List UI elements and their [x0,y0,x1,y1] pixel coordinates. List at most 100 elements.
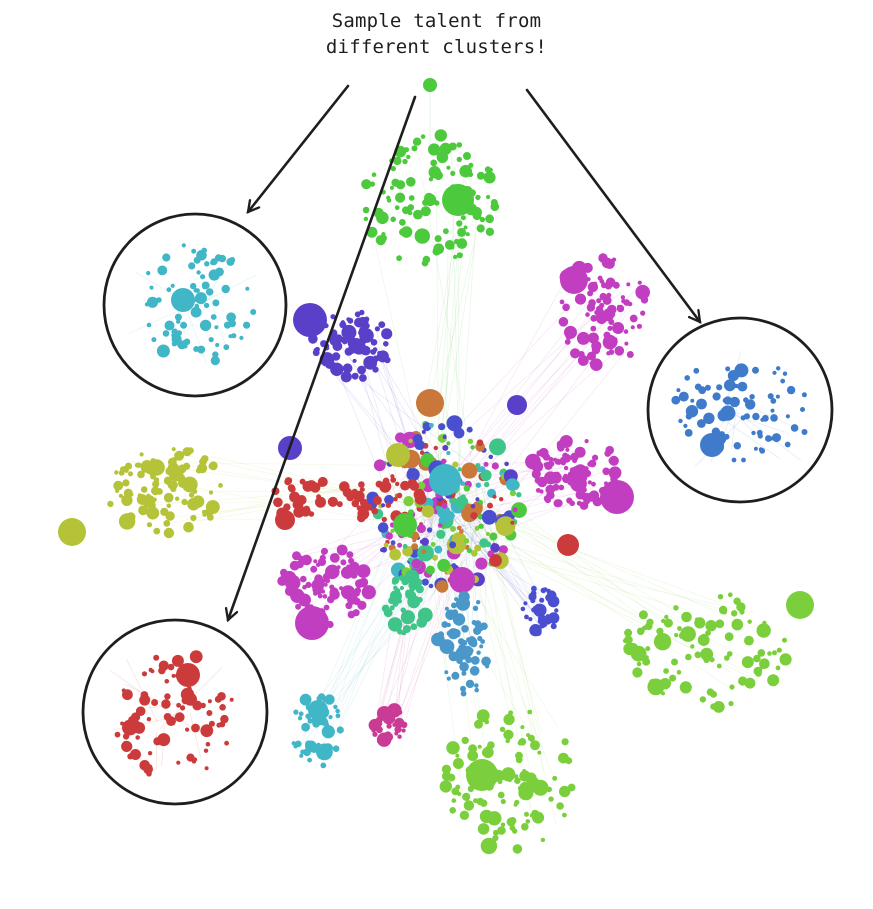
edge [336,467,420,705]
edge [421,177,481,510]
teal-cluster-node [389,605,395,611]
olive-cluster-node [174,450,185,461]
lime-right-cluster-node [677,626,682,631]
edge [413,344,624,531]
core-cluster-node [360,501,369,510]
magenta-right-cluster-node [529,454,537,463]
purple-cluster-node [331,352,341,361]
lime-right-cluster-node [703,656,710,663]
green-top-cluster-node [450,245,455,250]
green-bottom-cluster-node [455,784,461,790]
pink-bottom-cluster-node [372,731,378,737]
core-cluster-node [463,485,470,492]
core-cluster-node [438,423,446,431]
core-cluster-node [470,504,476,509]
edge [431,521,739,615]
arrow-to-cyan-callout [248,84,350,212]
callout-cyan-node [212,299,220,307]
green-bottom-cluster-node [509,718,514,723]
callout-cyan-node [197,345,206,354]
magenta-top-cluster-node [623,329,629,334]
core-cluster-node [490,543,500,553]
callout-blue-node [731,457,737,463]
pink-bottom-cluster-node [382,711,396,725]
magenta-top-cluster-node [640,296,649,304]
callout-red-node [171,673,176,678]
edge [445,313,613,521]
callout-blue-node [765,435,772,442]
core-cluster-node [499,497,504,502]
olive-cluster-node [113,480,124,491]
green-top-cluster-node [446,165,451,170]
teal-cluster-node [401,630,407,636]
green-top-cluster-node [456,238,468,249]
olive-cluster-node [128,471,133,477]
core-cluster-node [438,515,448,525]
callout-cyan-node [176,330,182,336]
olive-cluster-node [121,494,133,506]
green-top-cluster-node [362,206,370,214]
teal-cluster-node [387,617,403,632]
pink-bottom-cluster-node [394,717,405,729]
steel-cluster-node [460,685,466,692]
magenta-top-cluster-node [605,308,616,319]
green-top-cluster-node [361,179,372,190]
callout-cyan-node [174,313,182,321]
magenta-bottom-left-cluster-node [323,582,328,587]
callout-red-node [204,766,209,771]
core-cluster-node [417,481,426,490]
magenta-right-cluster-node [536,450,543,457]
teal-cluster-node [414,601,419,607]
core-cluster-node [463,538,470,544]
callout-blue-node [683,423,688,428]
lime-right-cluster-node [663,618,673,628]
olive-cluster-node [140,486,148,493]
core-cluster-hub-node [275,510,295,530]
magenta-bottom-left-cluster-node [360,566,367,573]
green-top-cluster-node [420,134,426,139]
callout-cyan-node [223,321,232,329]
magenta-top-cluster-node [624,341,629,346]
magenta-right-cluster-node [566,474,578,486]
callout-cyan-node [221,284,230,294]
callout-blue-node [671,395,681,405]
magenta-bottom-left-cluster-node [300,575,307,583]
callout-cyan-node [177,340,187,350]
core-cluster-node [432,554,438,561]
teal-cluster-node [415,585,424,594]
edge [473,528,544,772]
indigo-cluster-node [546,590,557,601]
edge [456,220,477,512]
green-top-cluster-node [375,235,386,246]
callout-cyan-node [191,248,197,254]
steel-cluster-node [477,625,484,632]
core-cluster-node [425,565,435,575]
purple-cluster-node [383,341,389,347]
lime-right-cluster-node [694,651,702,659]
core-cluster-node [460,481,466,486]
magenta-top-cluster-node [590,314,598,322]
steel-cluster-node [451,602,457,609]
purple-cluster-node [363,316,370,322]
lime-right-cluster-node [715,619,725,629]
callout-cyan-node [162,253,171,262]
core-cluster-node [381,503,385,508]
magenta-top-cluster-node [629,314,638,323]
teal-cluster-node [388,596,396,605]
magenta-bottom-left-cluster-node [321,550,327,555]
core-cluster-node [449,496,457,505]
olive-cluster-node [163,476,173,485]
green-bottom-cluster-node [497,826,506,835]
lime-right-cluster-node [753,666,763,676]
core-cluster-node [459,529,464,534]
magenta-top-cluster-node [585,312,590,317]
magenta-right-cluster-node [556,442,566,451]
green-top-cluster-node [430,159,438,167]
callout-red-node [181,696,189,704]
purple-cluster-node [363,360,368,365]
callout-blue-node [752,412,760,421]
magenta-top-cluster-node [637,285,649,297]
core-cluster-node [379,480,392,493]
green-top-cluster-node [467,171,474,177]
magenta-top-cluster-node [590,325,597,332]
